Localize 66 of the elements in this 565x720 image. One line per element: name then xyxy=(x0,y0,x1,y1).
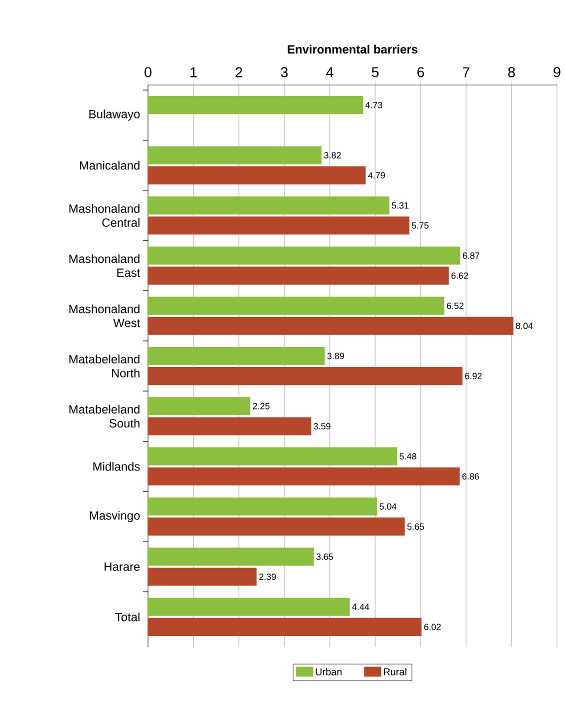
bar xyxy=(148,598,350,616)
y-tick-label: Mashonaland Central xyxy=(69,204,140,227)
x-tick-label: 9 xyxy=(554,67,560,78)
data-label: 5.65 xyxy=(407,523,424,530)
bar xyxy=(148,467,460,486)
x-tick-label: 6 xyxy=(417,67,424,78)
legend-label: Rural xyxy=(384,668,406,676)
x-tick-label: 3 xyxy=(280,67,288,78)
bar xyxy=(148,397,250,416)
data-label: 4.79 xyxy=(368,172,385,179)
bar xyxy=(148,447,398,466)
bar xyxy=(148,196,390,214)
y-tick-label: Matabeleland South xyxy=(69,404,140,428)
y-tick-label: Bulawayo xyxy=(89,110,140,121)
bar xyxy=(148,296,444,315)
data-label: 5.04 xyxy=(380,503,396,510)
bar xyxy=(148,166,366,184)
bar xyxy=(148,146,322,164)
data-label: 8.04 xyxy=(516,322,533,330)
bar xyxy=(148,266,449,285)
bar xyxy=(148,346,325,365)
bar xyxy=(148,246,460,265)
data-label: 6.87 xyxy=(462,252,480,259)
x-tick-label: 2 xyxy=(236,67,242,78)
data-label: 3.59 xyxy=(314,423,330,430)
data-label: 6.62 xyxy=(451,272,468,279)
y-tick-label: Mashonaland West xyxy=(69,304,140,328)
data-label: 2.39 xyxy=(259,574,276,580)
data-label: 4.73 xyxy=(365,102,382,108)
bar xyxy=(148,96,363,114)
data-label: 6.86 xyxy=(462,473,479,480)
y-tick-label: Total xyxy=(115,612,140,622)
data-label: 4.44 xyxy=(352,604,370,610)
legend-label: Urban xyxy=(316,668,342,676)
data-label: 2.25 xyxy=(252,402,270,410)
x-tick-label: 4 xyxy=(326,67,334,78)
data-label: 3.82 xyxy=(324,152,341,158)
x-tick-label: 0 xyxy=(144,67,152,78)
bar xyxy=(148,497,378,516)
x-tick-label: 8 xyxy=(508,67,515,78)
x-tick-label: 7 xyxy=(462,67,470,78)
bar xyxy=(148,316,514,335)
x-tick-label: 1 xyxy=(190,67,197,78)
y-tick-label: Harare xyxy=(104,562,140,571)
data-label: 5.48 xyxy=(400,453,416,460)
y-tick-label: Masvingo xyxy=(90,510,140,522)
data-label: 3.89 xyxy=(327,352,344,360)
bar xyxy=(148,518,405,536)
data-label: 3.65 xyxy=(316,554,334,560)
data-label: 6.52 xyxy=(446,302,464,309)
bar xyxy=(148,216,410,235)
y-tick-label: Matabeleland North xyxy=(69,354,140,378)
data-label: 5.75 xyxy=(412,222,429,229)
data-label: 6.92 xyxy=(465,372,482,380)
bar xyxy=(148,548,314,566)
data-label: 5.31 xyxy=(392,202,409,209)
bar xyxy=(148,568,257,586)
bar xyxy=(148,417,312,436)
y-tick-label: Mashonaland East xyxy=(69,254,140,277)
chart-title: Environmental barriers xyxy=(288,44,418,54)
y-tick-label: Midlands xyxy=(93,462,140,471)
bar xyxy=(148,618,422,636)
bar xyxy=(148,367,462,386)
x-tick-label: 5 xyxy=(372,67,379,78)
data-label: 6.02 xyxy=(424,624,441,630)
y-tick-label: Manicaland xyxy=(80,160,140,170)
